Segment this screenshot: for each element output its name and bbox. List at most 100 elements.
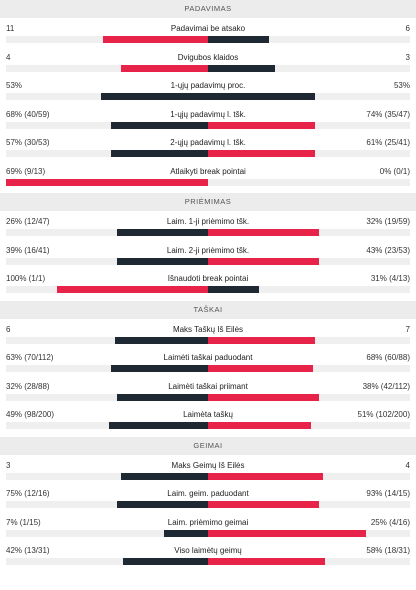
stat-label: Maks Taškų Iš Eilės: [172, 324, 244, 334]
stat-bar-track: [6, 178, 410, 186]
section-header-priemimas: PRIĖMIMAS: [0, 193, 416, 211]
stat-left-value: 7% (1/15): [6, 517, 41, 527]
stat-row-1-uju-padavimu-proc: 53% 1-ųjų padavimų proc. 53%: [0, 75, 416, 104]
stat-left-value: 63% (70/112): [6, 353, 54, 362]
stat-left-value: 53%: [6, 81, 23, 90]
stat-bar-left: [102, 36, 208, 43]
stat-bar-right: [208, 286, 259, 293]
stat-bar-track: [6, 257, 410, 265]
stat-row-atlaikyti-break-pointai: 69% (9/13) Atlaikyti break pointai 0% (0/1…: [0, 161, 416, 190]
stat-label: Atlaikyti break pointai: [170, 166, 246, 176]
stat-bar-left: [111, 365, 208, 372]
stat-bar-right: [208, 365, 314, 372]
section-header-padavimas: PADAVIMAS: [0, 0, 416, 18]
stat-left-value: 57% (30/53): [6, 138, 50, 147]
stat-bar-left: [117, 257, 208, 265]
stat-bar-left: [117, 501, 208, 508]
stat-label: Padavimai be atsako: [170, 24, 246, 33]
stat-right-value: 93% (14/15): [366, 489, 410, 498]
stat-bar-track: [6, 365, 410, 372]
stat-bar-track: [6, 286, 410, 293]
stat-right-value: 32% (19/59): [366, 217, 410, 226]
stat-bar-right: [208, 64, 275, 72]
stat-bar-left: [109, 422, 208, 429]
stat-left-value: 26% (12/47): [6, 217, 50, 226]
stat-row-isnaudoti-break-pointai: 100% (1/1) Išnaudoti break pointai 31% (4/…: [0, 268, 416, 297]
stat-left-value: 11: [6, 24, 15, 33]
stat-row-laimeti-taskai-priimant: 32% (28/88) Laimėti taškai priimant 38% (4…: [0, 376, 416, 405]
stat-label: Dvigubos klaidos: [177, 52, 239, 62]
stat-row-maks-tasku-is-eiles: 6 Maks Taškų Iš Eilės 7: [0, 319, 416, 348]
stat-bar-left: [111, 150, 208, 157]
stat-left-value: 68% (40/59): [6, 109, 50, 119]
stat-bar-left: [117, 229, 208, 236]
stat-label: Laim. 1-ji priėmimo tšk.: [166, 217, 250, 226]
stat-bar-left: [123, 558, 208, 565]
stat-bar-track: [6, 336, 410, 344]
stat-bar-track: [6, 501, 410, 508]
stat-label: Laim. 2-ji priėmimo tšk.: [166, 245, 250, 255]
section-gap: [0, 432, 416, 437]
stat-label: Viso laimėtų geimų: [174, 546, 242, 555]
stat-left-value: 6: [6, 324, 11, 334]
stat-right-value: 6: [405, 24, 410, 33]
stat-label: Išnaudoti break pointai: [167, 274, 249, 283]
stat-bar-left: [100, 93, 208, 100]
stat-bar-track: [6, 558, 410, 565]
stat-bar-track: [6, 229, 410, 236]
stat-label: 1-ųjų padavimų proc.: [170, 81, 246, 90]
stat-right-value: 53%: [393, 81, 410, 90]
stat-bar-track: [6, 150, 410, 157]
stat-row-laim-priemimo-geimai: 7% (1/15) Laim. priėmimo geimai 25% (4/16): [0, 512, 416, 541]
stat-bar-right: [208, 121, 316, 129]
stat-bar-track: [6, 393, 410, 401]
stat-label: Laimėti taškai paduodant: [163, 353, 253, 362]
section-header-geimai: GEIMAI: [0, 436, 416, 455]
stat-row-maks-geimu-is-eiles: 3 Maks Geimų Iš Eilės 4: [0, 455, 416, 484]
stat-bar-track: [6, 121, 410, 129]
stat-left-value: 100% (1/1): [6, 274, 46, 283]
stat-bar-right: [208, 93, 316, 100]
stat-bar-track: [6, 529, 410, 537]
stat-row-laim-2-ji-priemimo-tsk: 39% (16/41) Laim. 2-ji priėmimo tšk. 43% (…: [0, 240, 416, 269]
stat-bar-left: [115, 336, 208, 344]
stat-right-value: 7: [405, 324, 410, 334]
stat-bar-left: [121, 472, 208, 480]
section-gap: [0, 296, 416, 301]
stat-label: Laim. priėmimo geimai: [167, 517, 249, 527]
stat-bar-track: [6, 36, 410, 43]
stat-bar-right: [208, 150, 316, 157]
stat-bar-right: [208, 229, 320, 236]
stat-right-value: 61% (25/41): [366, 138, 410, 147]
stat-bar-left: [6, 178, 208, 186]
stat-bar-left: [121, 64, 208, 72]
stat-label: 1-ųjų padavimų l. tšk.: [170, 109, 246, 119]
stat-bar-left: [56, 286, 208, 293]
stat-bar-left: [163, 529, 208, 537]
stat-right-value: 25% (4/16): [370, 517, 410, 527]
stat-right-value: 31% (4/13): [370, 274, 410, 283]
stat-bar-track: [6, 93, 410, 100]
stat-row-laimeti-taskai-paduodant: 63% (70/112) Laimėti taškai paduodant 68% …: [0, 347, 416, 376]
stat-bar-track: [6, 422, 410, 429]
stat-left-value: 75% (12/16): [6, 489, 50, 498]
stat-left-value: 69% (9/13): [6, 166, 46, 176]
stat-label: Maks Geimų Iš Eilės: [171, 460, 245, 470]
stat-left-value: 32% (28/88): [6, 381, 50, 391]
stat-right-value: 43% (23/53): [366, 245, 410, 255]
stat-label: Laim. geim. paduodant: [167, 489, 249, 498]
stat-label: Laimėta taškų: [183, 410, 233, 419]
stat-bar-right: [208, 336, 316, 344]
stat-bar-right: [208, 393, 320, 401]
stat-bar-track: [6, 64, 410, 72]
stat-right-value: 51% (102/200): [357, 410, 410, 419]
stat-bar-right: [208, 257, 320, 265]
stat-row-laim-geim-paduodant: 75% (12/16) Laim. geim. paduodant 93% (14/…: [0, 483, 416, 512]
stat-left-value: 4: [6, 52, 11, 62]
stat-right-value: 68% (60/88): [366, 353, 410, 362]
stat-bar-left: [111, 121, 208, 129]
stat-row-laimeta-tasku: 49% (98/200) Laimėta taškų 51% (102/200): [0, 404, 416, 433]
stat-right-value: 4: [405, 460, 410, 470]
stat-right-value: 0% (0/1): [379, 166, 410, 176]
stat-bar-right: [208, 36, 269, 43]
